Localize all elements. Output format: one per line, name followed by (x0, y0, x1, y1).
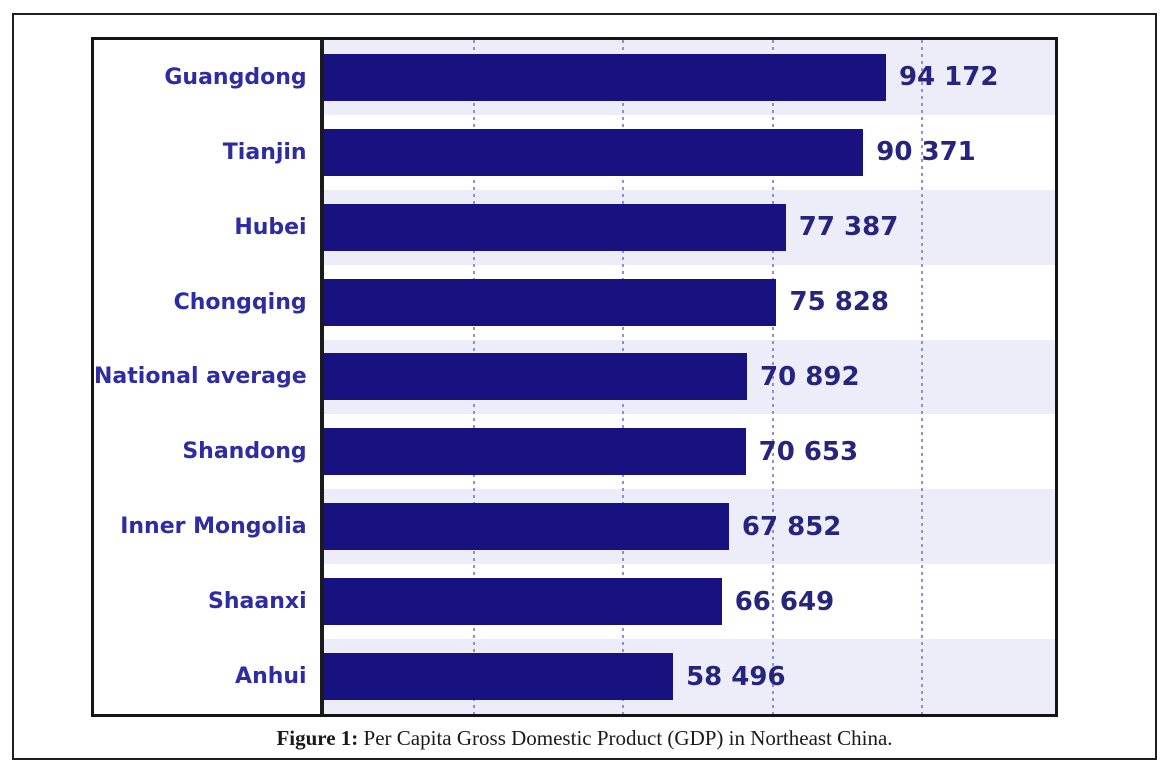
bar-row: 66 649 (324, 564, 1055, 639)
bar (324, 203, 786, 251)
bar-row: 75 828 (324, 265, 1055, 340)
bar-row: 70 892 (324, 340, 1055, 415)
bar-row: 67 852 (324, 489, 1055, 564)
category-label: Guangdong (164, 64, 307, 90)
bar (324, 503, 729, 551)
gridline (771, 40, 774, 714)
bar (324, 53, 886, 101)
category-label: Anhui (235, 664, 307, 690)
category-axis: Guangdong Tianjin Hubei Chongqing National a… (94, 40, 324, 714)
plot-area: 94 172 90 371 77 387 75 828 70 892 70 653 67 8… (324, 40, 1055, 714)
value-label: 90 371 (876, 137, 976, 168)
bar (324, 353, 748, 401)
figure-caption-label: Figure 1: (276, 726, 359, 750)
value-label: 58 496 (686, 661, 786, 692)
bar-row: 90 371 (324, 115, 1055, 190)
category-label: National average (94, 364, 307, 390)
category-label: Tianjin (222, 139, 307, 165)
bar (324, 428, 746, 476)
bar (324, 278, 777, 326)
value-label: 67 852 (741, 511, 842, 542)
bar-row: 70 653 (324, 414, 1055, 489)
bar-rows: 94 172 90 371 77 387 75 828 70 892 70 653 67 8… (324, 40, 1055, 714)
bar-row: 58 496 (324, 639, 1055, 714)
bar (324, 653, 674, 701)
gridline (920, 40, 923, 714)
value-label: 70 653 (758, 436, 859, 467)
value-label: 66 649 (734, 586, 835, 617)
value-label: 70 892 (760, 361, 860, 392)
value-label: 94 172 (898, 62, 999, 93)
bar-row: 94 172 (324, 40, 1055, 115)
bar (324, 128, 864, 176)
value-label: 75 828 (789, 287, 889, 318)
figure-caption: Figure 1: Per Capita Gross Domestic Prod… (14, 726, 1155, 751)
gdp-bar-chart: Guangdong Tianjin Hubei Chongqing National a… (91, 37, 1058, 717)
category-label: Chongqing (173, 289, 307, 315)
bar-row: 77 387 (324, 190, 1055, 265)
category-label: Inner Mongolia (120, 514, 307, 540)
category-label: Shaanxi (208, 589, 307, 615)
figure-caption-text: Per Capita Gross Domestic Product (GDP) … (358, 726, 893, 750)
figure-frame: Guangdong Tianjin Hubei Chongqing National a… (12, 13, 1157, 760)
value-label: 77 387 (798, 212, 899, 243)
category-label: Hubei (234, 214, 307, 240)
category-label: Shandong (182, 439, 307, 465)
bar (324, 578, 722, 626)
